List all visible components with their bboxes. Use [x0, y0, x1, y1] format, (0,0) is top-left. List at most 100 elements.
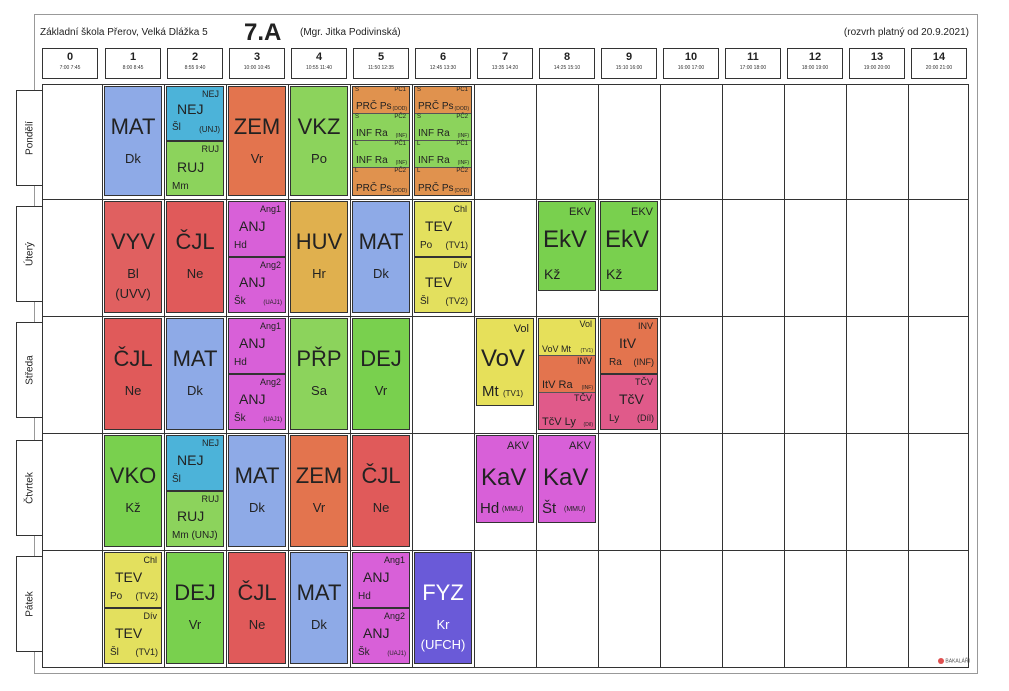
grid-line	[846, 84, 847, 668]
lesson-mon-1-mat[interactable]: MAT Dk	[104, 86, 162, 196]
lesson-mon-3-zem[interactable]: ZEM Vr	[228, 86, 286, 196]
lesson-thu-2-ruj[interactable]: RUJ RUJ Mm (UNJ)	[166, 491, 224, 547]
period-header-1: 1 8:00 8:45	[105, 48, 161, 79]
lesson-thu-7-kav[interactable]: AKV KaV Hd (MMU)	[476, 435, 534, 523]
grid-line	[660, 84, 661, 668]
grid-line	[288, 84, 289, 668]
period-header-2: 2 8:55 9:40	[167, 48, 223, 79]
lesson-wed-8-split[interactable]: Vol VoV Mt (TV1) INV ItV Ra (INF) TČV TčV Ly(…	[538, 318, 596, 430]
lesson-tue-3-anj1[interactable]: Ang1 ANJ Hd	[228, 201, 286, 257]
lesson-mon-2-ruj[interactable]: RUJ RUJ Mm	[166, 141, 224, 196]
period-header-3: 3 10:00 10:45	[229, 48, 285, 79]
lesson-fri-2-dej[interactable]: DEJ Vr	[166, 552, 224, 664]
grid-line	[42, 316, 968, 317]
lesson-mon-5-split[interactable]: S PČ1 PRČ Ps (DOD) S PČ2 INF Ra (INF) L PČ1 INF …	[352, 86, 410, 196]
grid-line	[412, 84, 413, 668]
lesson-mon-2-nej[interactable]: NEJ NEJ Šl (UNJ)	[166, 86, 224, 141]
split-lesson[interactable]: TČV TčV Ly (Díl)	[539, 393, 595, 429]
lesson-tue-6-tev-div[interactable]: Dív TEV Šl (TV2)	[414, 257, 472, 313]
period-header-8: 8 14:25 15:10	[539, 48, 595, 79]
grid-line	[474, 84, 475, 668]
split-lesson[interactable]: L PČ2 PRČ Ps (DOD)	[353, 168, 409, 195]
lesson-mon-4-vkz[interactable]: VKZ Po	[290, 86, 348, 196]
split-lesson[interactable]: S PČ1 PRČ Ps (DOD)	[353, 87, 409, 114]
lesson-tue-2-cjl[interactable]: ČJL Ne	[166, 201, 224, 313]
grid-line	[908, 84, 909, 668]
period-header-11: 11 17:00 18:00	[725, 48, 781, 79]
day-label-wednesday: Středa	[16, 322, 42, 418]
lesson-fri-5-anj1[interactable]: Ang1 ANJ Hd	[352, 552, 410, 608]
grid-line	[722, 84, 723, 668]
split-lesson[interactable]: S PČ2 INF Ra (INF)	[353, 114, 409, 141]
school-name: Základní škola Přerov, Velká Dlážka 5	[40, 27, 208, 38]
grid-line	[42, 550, 968, 551]
bakalari-logo: BAKALÁŘI	[938, 658, 970, 664]
grid-line	[968, 84, 969, 668]
day-label-monday: Pondělí	[16, 90, 42, 186]
lesson-fri-1-tev-div[interactable]: Dív TEV Šl (TV1)	[104, 608, 162, 664]
grid-line	[598, 84, 599, 668]
lesson-wed-5-dej[interactable]: DEJ Vr	[352, 318, 410, 430]
period-header-13: 13 19:00 20:00	[849, 48, 905, 79]
lesson-thu-5-cjl[interactable]: ČJL Ne	[352, 435, 410, 547]
lesson-tue-3-anj2[interactable]: Ang2 ANJ Šk (UAJ1)	[228, 257, 286, 313]
lesson-fri-4-mat[interactable]: MAT Dk	[290, 552, 348, 664]
lesson-fri-5-anj2[interactable]: Ang2 ANJ Šk (UAJ1)	[352, 608, 410, 664]
lesson-thu-1-vko[interactable]: VKO Kž	[104, 435, 162, 547]
split-lesson[interactable]: S PČ2 INF Ra (INF)	[415, 114, 471, 141]
grid-line	[164, 84, 165, 668]
grid-line	[102, 84, 103, 668]
class-teacher: (Mgr. Jitka Podivinská)	[300, 27, 401, 38]
lesson-tue-4-huv[interactable]: HUV Hr	[290, 201, 348, 313]
lesson-wed-3-anj2[interactable]: Ang2 ANJ Šk (UAJ1)	[228, 374, 286, 430]
lesson-tue-9-ekv[interactable]: EKV EkV Kž	[600, 201, 658, 291]
lesson-wed-3-anj1[interactable]: Ang1 ANJ Hd	[228, 318, 286, 374]
lesson-thu-2-nej[interactable]: NEJ NEJ Šl	[166, 435, 224, 491]
lesson-fri-6-fyz[interactable]: FYZ Kr (UFCH)	[414, 552, 472, 664]
split-lesson[interactable]: L PČ2 PRČ Ps (DOD)	[415, 168, 471, 195]
lesson-wed-9-itv[interactable]: INV ItV Ra (INF)	[600, 318, 658, 374]
day-label-thursday: Čtvrtek	[16, 440, 42, 536]
split-lesson[interactable]: S PČ1 PRČ Ps (DOD)	[415, 87, 471, 114]
grid-line	[42, 199, 968, 200]
validity-date: (rozvrh platný od 20.9.2021)	[843, 27, 969, 38]
split-lesson[interactable]: L PČ1 INF Ra (INF)	[353, 141, 409, 168]
lesson-wed-9-tcv[interactable]: TČV TčV Ly (Díl)	[600, 374, 658, 430]
period-header-4: 4 10:55 11:40	[291, 48, 347, 79]
lesson-thu-3-mat[interactable]: MAT Dk	[228, 435, 286, 547]
period-header-14: 14 20:00 21:00	[911, 48, 967, 79]
period-header-10: 10 16:00 17:00	[663, 48, 719, 79]
grid-line	[784, 84, 785, 668]
split-lesson[interactable]: Vol VoV Mt (TV1)	[539, 319, 595, 356]
grid-line	[42, 84, 968, 85]
lesson-wed-4-prp[interactable]: PŘP Sa	[290, 318, 348, 430]
lesson-tue-6-tev-chl[interactable]: Chl TEV Po (TV1)	[414, 201, 472, 257]
split-lesson[interactable]: INV ItV Ra (INF)	[539, 356, 595, 393]
period-header-9: 9 15:10 16:00	[601, 48, 657, 79]
day-label-friday: Pátek	[16, 556, 42, 652]
grid-line	[42, 667, 968, 668]
period-header-5: 5 11:50 12:35	[353, 48, 409, 79]
lesson-thu-4-zem[interactable]: ZEM Vr	[290, 435, 348, 547]
grid-line	[536, 84, 537, 668]
lesson-fri-1-tev-chl[interactable]: Chl TEV Po (TV2)	[104, 552, 162, 608]
grid-line	[42, 433, 968, 434]
lesson-mon-6-split[interactable]: S PČ1 PRČ Ps (DOD) S PČ2 INF Ra (INF) L PČ1 INF …	[414, 86, 472, 196]
split-lesson[interactable]: L PČ1 INF Ra (INF)	[415, 141, 471, 168]
period-header-6: 6 12:45 13:30	[415, 48, 471, 79]
grid-line	[350, 84, 351, 668]
period-header-12: 12 18:00 19:00	[787, 48, 843, 79]
period-header-7: 7 13:35 14:20	[477, 48, 533, 79]
lesson-tue-5-mat[interactable]: MAT Dk	[352, 201, 410, 313]
class-name: 7.A	[244, 19, 282, 46]
grid-line	[42, 84, 43, 668]
lesson-wed-2-mat[interactable]: MAT Dk	[166, 318, 224, 430]
lesson-fri-3-cjl[interactable]: ČJL Ne	[228, 552, 286, 664]
lesson-wed-7-vov[interactable]: Vol VoV Mt (TV1)	[476, 318, 534, 406]
lesson-thu-8-kav[interactable]: AKV KaV Št (MMU)	[538, 435, 596, 523]
lesson-tue-1-vyv[interactable]: VYV Bl (UVV)	[104, 201, 162, 313]
lesson-wed-1-cjl[interactable]: ČJL Ne	[104, 318, 162, 430]
lesson-tue-8-ekv[interactable]: EKV EkV Kž	[538, 201, 596, 291]
day-label-tuesday: Úterý	[16, 206, 42, 302]
